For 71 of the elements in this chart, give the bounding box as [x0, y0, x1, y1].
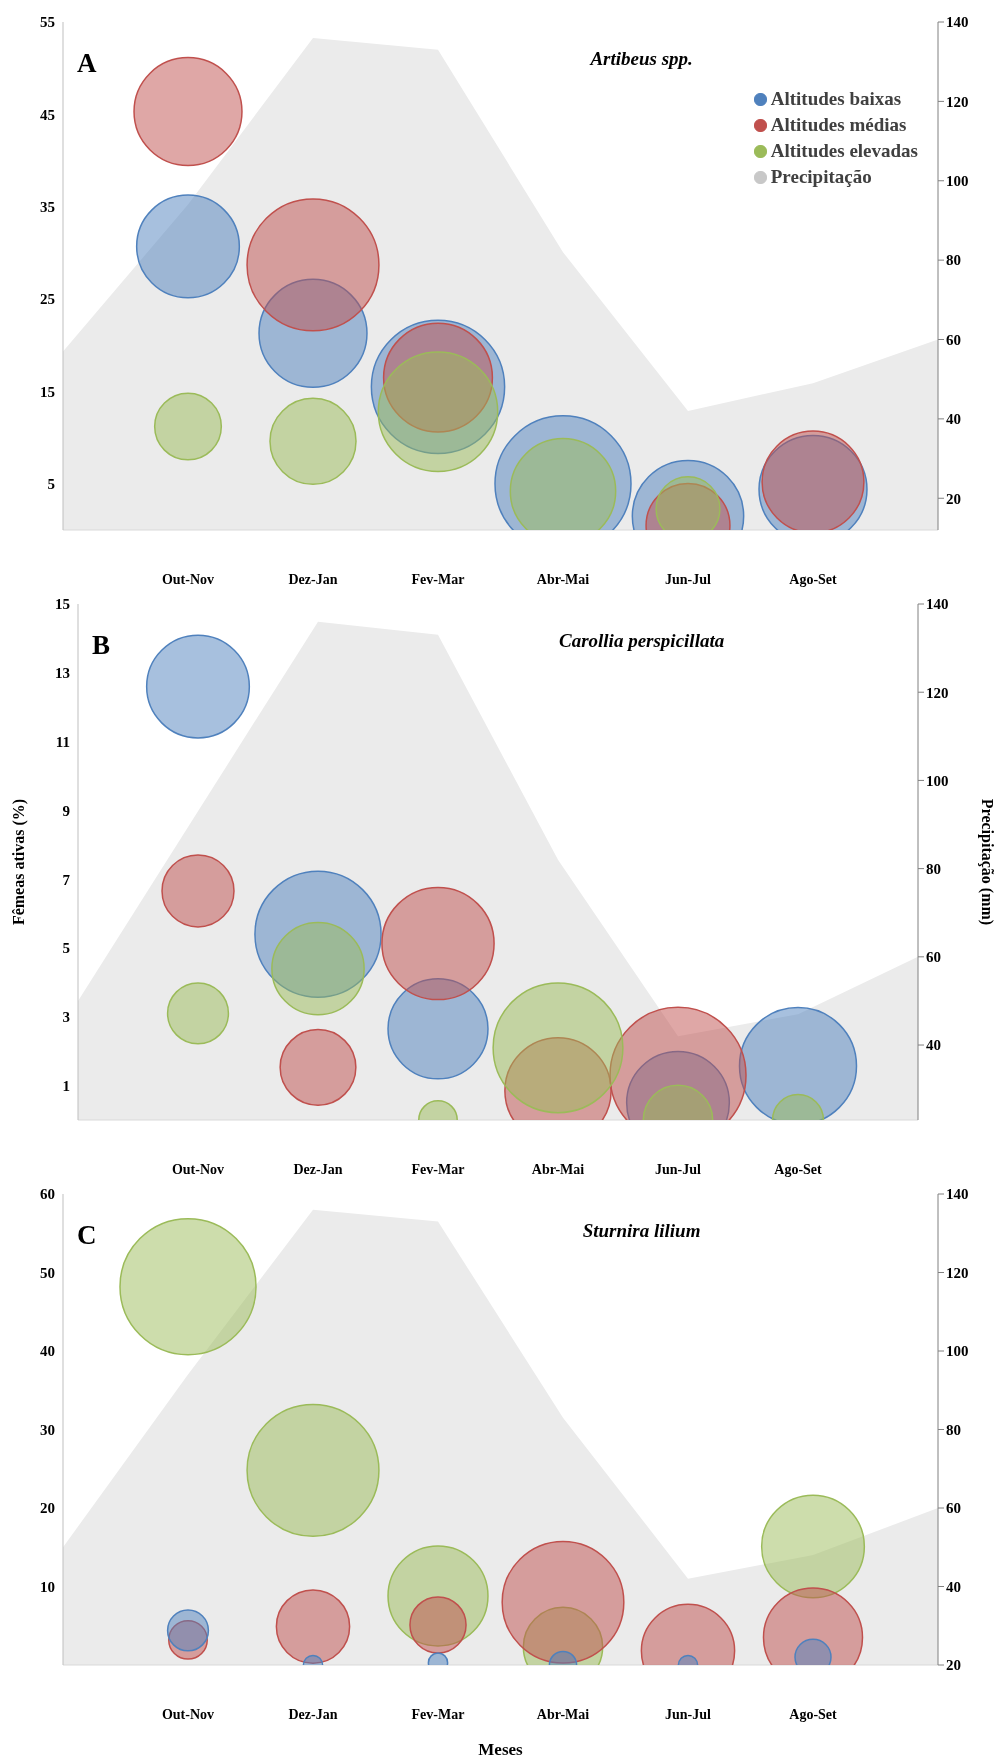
x-tick-label: Jun-Jul — [655, 1161, 702, 1177]
y-tick-label: 13 — [55, 665, 70, 682]
x-tick-label: Out-Nov — [161, 1706, 215, 1722]
y-tick-label: 5 — [47, 476, 55, 493]
x-axis-title: Meses — [478, 1740, 524, 1759]
y-tick-label: 25 — [40, 291, 55, 308]
y-tick-label: 11 — [55, 733, 70, 750]
y-tick-label: 15 — [40, 383, 55, 400]
y-tick-label: 55 — [40, 14, 55, 31]
x-tick-label: Dez-Jan — [288, 571, 338, 587]
annotation: B — [92, 630, 111, 661]
text: Sturnira lilium — [581, 1220, 702, 1242]
x-tick-label: Out-Nov — [161, 571, 215, 587]
x-tick-label: Out-Nov — [171, 1161, 225, 1177]
legend-label: Altitudes elevadas — [770, 139, 918, 163]
y-tick-label: 3 — [62, 1009, 70, 1026]
y-tick-label: 5 — [62, 940, 70, 957]
y2-tick-label: 100 — [946, 173, 969, 190]
y2-axis-title: Precipitação (mm) — [978, 798, 997, 926]
y2-tick-label: 40 — [946, 411, 961, 428]
y2-tick-label: 140 — [946, 14, 969, 31]
x-tick-label: Jun-Jul — [665, 571, 712, 587]
y2-tick-label: 140 — [946, 1186, 969, 1203]
y2-tick-label: 100 — [946, 1343, 969, 1360]
y-tick-label: 9 — [62, 802, 70, 819]
y-tick-label: 60 — [40, 1186, 55, 1203]
y-tick-label: 35 — [40, 199, 55, 216]
y2-tick-label: 80 — [946, 252, 961, 269]
legend-label: Altitudes médias — [770, 113, 907, 137]
y-tick-label: 10 — [40, 1578, 55, 1595]
text: Carollia perspicillata — [558, 630, 726, 652]
y2-tick-label: 120 — [946, 1264, 969, 1281]
x-tick-label: Abr-Mai — [531, 1161, 585, 1177]
annotation: A — [77, 48, 97, 79]
y-axis-title: Fêmeas ativas (%) — [9, 798, 28, 926]
y2-tick-label: 40 — [926, 1037, 941, 1054]
y-tick-label: 1 — [62, 1077, 70, 1094]
x-tick-label: Fev-Mar — [411, 1161, 465, 1177]
y-tick-label: 20 — [40, 1500, 55, 1517]
x-tick-label: Jun-Jul — [665, 1706, 712, 1722]
y2-tick-label: 120 — [946, 93, 969, 110]
y-tick-label: 50 — [40, 1264, 55, 1281]
y2-tick-label: 140 — [926, 596, 949, 613]
annotation: C — [77, 1220, 97, 1251]
y2-tick-label: 100 — [926, 772, 949, 789]
legend-label: Altitudes baixas — [770, 87, 902, 111]
y2-tick-label: 20 — [946, 490, 961, 507]
y-tick-label: 30 — [40, 1421, 55, 1438]
x-tick-label: Dez-Jan — [288, 1706, 338, 1722]
y2-tick-label: 80 — [926, 860, 941, 877]
x-tick-label: Fev-Mar — [411, 571, 465, 587]
x-tick-label: Ago-Set — [789, 1706, 838, 1722]
x-tick-label: Ago-Set — [774, 1161, 823, 1177]
y-tick-label: 15 — [55, 596, 70, 613]
x-tick-label: Abr-Mai — [536, 571, 590, 587]
y2-tick-label: 40 — [946, 1578, 961, 1595]
legend-label: Precipitação — [770, 165, 872, 189]
x-tick-label: Abr-Mai — [536, 1706, 590, 1722]
y2-tick-label: 60 — [926, 949, 941, 966]
x-tick-label: Fev-Mar — [411, 1706, 465, 1722]
y2-tick-label: 60 — [946, 1500, 961, 1517]
y-tick-label: 40 — [40, 1343, 55, 1360]
x-tick-label: Dez-Jan — [293, 1161, 343, 1177]
y-tick-label: 7 — [62, 871, 71, 888]
y2-tick-label: 80 — [946, 1421, 961, 1438]
text: Artibeus spp. — [588, 48, 694, 70]
y2-tick-label: 60 — [946, 331, 961, 348]
y2-tick-label: 120 — [926, 684, 949, 701]
y-tick-label: 45 — [40, 106, 55, 123]
y2-tick-label: 20 — [946, 1657, 961, 1674]
x-tick-label: Ago-Set — [789, 571, 838, 587]
